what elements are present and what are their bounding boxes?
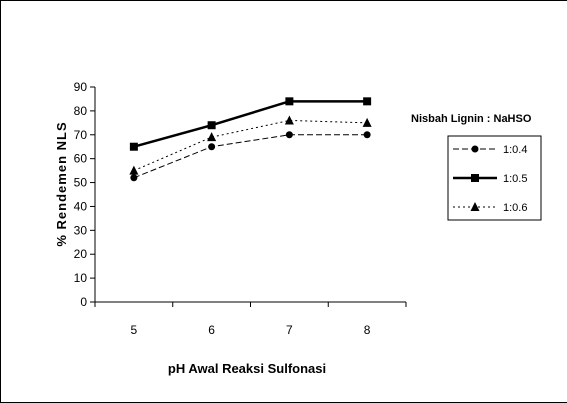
axes: [94, 87, 406, 303]
series-line: [133, 100, 368, 148]
data-point: [363, 97, 372, 106]
legend-entry: 1:0.4: [453, 144, 527, 156]
y-tick-label: 0: [80, 295, 87, 309]
series-3: [129, 115, 372, 175]
y-tick-label: 40: [74, 199, 88, 213]
y-tick-label: 70: [74, 128, 88, 142]
series-line: [133, 119, 368, 172]
y-tick-label: 50: [74, 176, 88, 190]
series-layer: [129, 97, 372, 182]
series-2: [129, 97, 372, 151]
legend: Nisbah Lignin : NaHSO 1:0.4 1:0.5 1:0.6: [411, 113, 542, 221]
data-point: [285, 131, 293, 139]
x-tick-label: 7: [286, 323, 293, 337]
legend-marker: [471, 174, 479, 182]
y-tick-label: 30: [74, 223, 88, 237]
data-point: [208, 143, 216, 151]
y-axis-title: % Rendemen NLS: [54, 121, 69, 246]
y-tick-label: 80: [74, 104, 88, 118]
data-point: [284, 115, 294, 125]
legend-label: 1:0.4: [503, 144, 527, 156]
data-point: [129, 165, 139, 175]
legend-label: 1:0.6: [503, 202, 527, 214]
series-1: [130, 131, 371, 182]
legend-marker: [470, 202, 480, 211]
y-tick-label: 60: [74, 152, 88, 166]
legend-entry: 1:0.6: [453, 202, 527, 214]
legend-entry: 1:0.5: [453, 173, 527, 185]
legend-marker: [471, 145, 479, 153]
data-point: [207, 132, 217, 142]
legend-title: Nisbah Lignin : NaHSO: [411, 113, 532, 125]
data-point: [363, 131, 371, 139]
x-tick-label: 5: [131, 323, 138, 337]
series-line: [133, 134, 368, 179]
x-tick-label: 6: [208, 323, 215, 337]
y-tick-label: 90: [74, 80, 88, 94]
data-point: [129, 142, 138, 151]
data-point: [285, 97, 294, 106]
y-tick-label: 10: [74, 271, 88, 285]
y-tick-label: 20: [74, 247, 88, 261]
data-point: [130, 174, 138, 182]
data-point: [362, 117, 372, 127]
x-axis-title: pH Awal Reaksi Sulfonasi: [168, 361, 326, 376]
legend-label: 1:0.5: [503, 173, 527, 185]
x-tick-label: 8: [364, 323, 371, 337]
ticks: 0 10 20 30 40 50 60 70 80 90 5 6 7 8: [74, 80, 407, 337]
data-point: [207, 121, 216, 130]
